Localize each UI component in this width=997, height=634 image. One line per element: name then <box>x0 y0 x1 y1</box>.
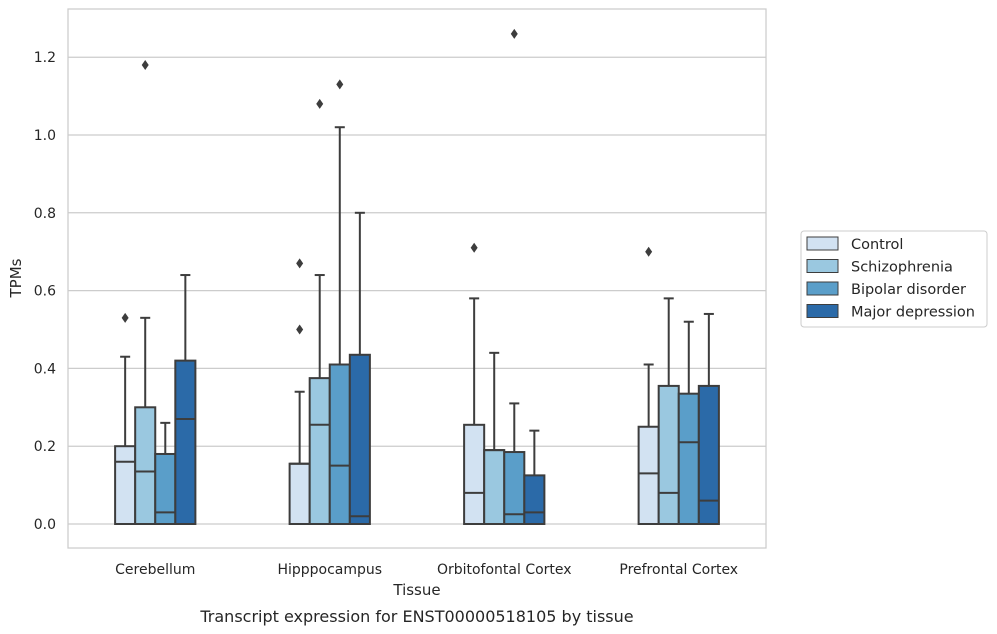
series-schizophrenia <box>134 59 680 525</box>
box-body <box>463 423 486 525</box>
outlier-point <box>510 28 518 39</box>
box-body <box>288 462 311 525</box>
box <box>328 79 351 526</box>
chart-caption: Transcript expression for ENST0000051810… <box>199 607 633 626</box>
series-control <box>114 242 660 526</box>
y-tick-label: 1.0 <box>34 128 56 144</box>
plot-frame <box>67 8 767 549</box>
box-body <box>483 449 506 525</box>
legend-entry: Control <box>851 237 903 253</box>
y-tick-label: 0.4 <box>34 361 56 377</box>
box-body <box>697 384 720 525</box>
y-tick-label: 1.2 <box>34 50 56 66</box>
x-axis-label: Tissue <box>392 581 440 599</box>
legend-frame <box>800 230 988 328</box>
box-body <box>637 425 660 525</box>
legend: Control Schizophrenia Bipolar disorder Majo… <box>800 230 988 328</box>
y-tick-label: 0.0 <box>34 517 56 533</box>
outlier-point <box>470 242 478 253</box>
outlier-point <box>296 258 304 269</box>
box <box>637 246 660 525</box>
y-tick-label: 0.2 <box>34 439 56 455</box>
legend-swatch <box>806 304 839 318</box>
x-axis-ticks: Cerebellum Hipppocampus Orbitofontal Corte… <box>115 562 738 578</box>
box <box>677 320 700 525</box>
x-tick-label: Hipppocampus <box>277 562 382 578</box>
outlier-point <box>336 79 344 90</box>
box-series <box>114 28 720 526</box>
box-body <box>114 445 137 526</box>
box <box>483 351 506 525</box>
box-body <box>134 406 157 525</box>
box <box>348 211 371 525</box>
outlier-point <box>296 324 304 335</box>
outlier-point <box>141 59 149 70</box>
series-major-depression <box>174 211 720 525</box>
outlier-point <box>645 246 653 257</box>
box <box>503 28 526 525</box>
box <box>174 274 197 525</box>
box-body <box>677 392 700 525</box>
box <box>697 312 720 525</box>
box-body <box>657 384 680 525</box>
legend-swatch <box>806 259 839 273</box>
outlier-point <box>121 312 129 323</box>
x-tick-label: Cerebellum <box>115 562 195 578</box>
box <box>154 421 177 526</box>
x-tick-label: Orbitofontal Cortex <box>437 562 572 578</box>
box <box>114 312 137 526</box>
box-body <box>154 452 177 526</box>
box-body <box>174 359 197 525</box>
legend-entry: Bipolar disorder <box>851 282 966 298</box>
y-tick-label: 0.8 <box>34 206 56 222</box>
box <box>657 297 680 525</box>
box-body <box>328 363 351 526</box>
y-tick-label: 0.6 <box>34 284 56 300</box>
outlier-point <box>316 98 324 109</box>
box-body <box>503 451 526 525</box>
legend-entry: Major depression <box>851 305 975 321</box>
legend-swatch <box>806 236 839 251</box>
box <box>288 258 311 525</box>
box <box>134 59 157 525</box>
series-bipolar-disorder <box>154 28 700 526</box>
box <box>463 242 486 525</box>
box <box>308 98 331 525</box>
box-body <box>523 474 546 525</box>
y-axis-ticks: 0.0 0.2 0.4 0.6 0.8 1.0 1.2 <box>34 50 56 533</box>
legend-entry: Schizophrenia <box>851 260 953 276</box>
box-body <box>308 377 331 525</box>
box <box>523 429 546 525</box>
box-body <box>348 353 371 525</box>
x-tick-label: Prefrontal Cortex <box>619 562 738 578</box>
legend-swatch <box>806 281 839 296</box>
y-axis-label: TPMs <box>7 258 25 298</box>
